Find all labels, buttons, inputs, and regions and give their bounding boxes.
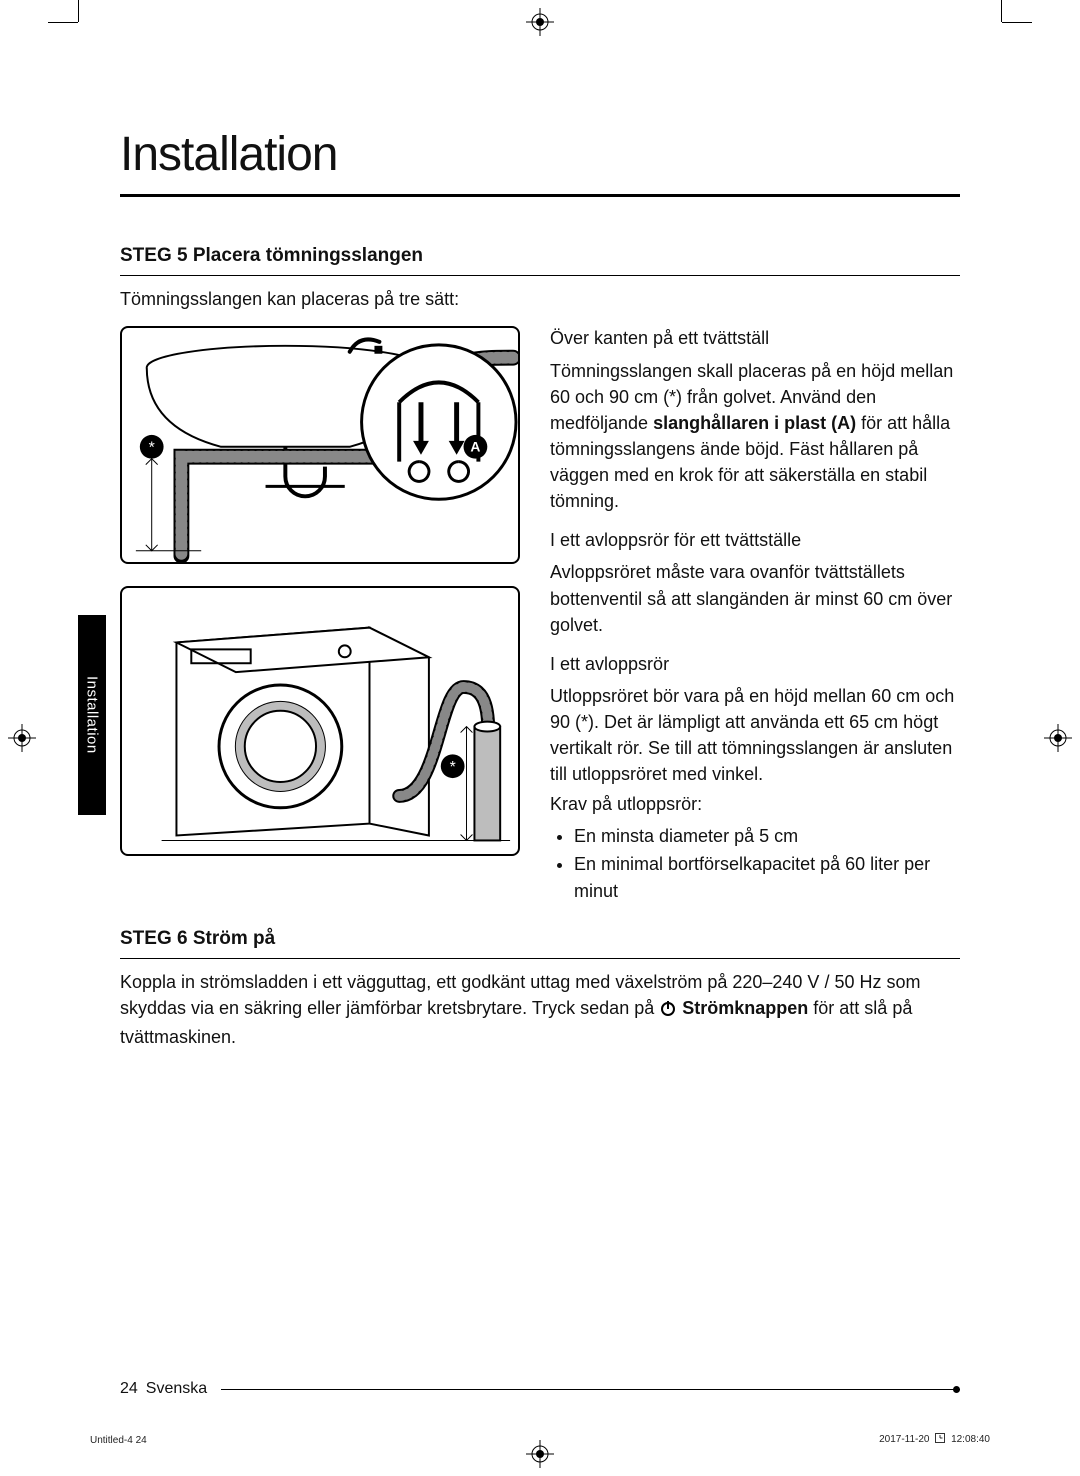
imprint-date: 2017-11-20 [879,1434,929,1445]
svg-text:A: A [470,439,480,455]
step5-opt2-heading: I ett avloppsrör för ett tvättställe [550,528,960,553]
step5-columns: A * [120,326,960,905]
crop-mark [48,22,78,23]
crop-mark [78,0,79,22]
hose-guide-label: slanghållaren i plast (A) [653,413,856,433]
step5-label: STEG 5 [120,245,188,266]
step5-intro: Tömningsslangen kan placeras på tre sätt… [120,286,960,312]
title-rule [120,194,960,197]
illustration-sink: A * [120,326,520,564]
imprint-time: 12:08:40 [951,1434,990,1445]
step5-opt3-body: Utloppsröret bör vara på en höjd mellan … [550,683,960,787]
imprint-timestamp: 2017-11-20 12:08:40 [879,1433,990,1446]
step5-title: Placera tömningsslangen [188,245,423,266]
page-title: Installation [120,130,960,180]
step5-opt2-body: Avloppsröret måste vara ovanför tvättstä… [550,559,960,637]
step6-body: Koppla in strömsladden i ett vägguttag, … [120,969,960,1050]
step5-opt3-heading: I ett avloppsrör [550,652,960,677]
step5-rule [120,275,960,276]
step5-text: Över kanten på ett tvättställ Tömningssl… [550,326,960,905]
crop-mark [1001,0,1002,22]
registration-mark-icon [1044,724,1072,752]
step6-heading: STEG 6 Ström på [120,928,960,950]
step6-title: Ström på [188,928,276,949]
step5-req-heading: Krav på utloppsrör: [550,791,960,817]
step5-heading: STEG 5 Placera tömningsslangen [120,245,960,267]
page-root: Installation Installation STEG 5 Placera… [0,0,1080,1476]
registration-mark-icon [8,724,36,752]
registration-mark-icon [526,8,554,36]
illustration-washer: * [120,586,520,856]
list-item: En minimal bortförselkapacitet på 60 lit… [574,851,960,903]
step5-req-list: En minsta diameter på 5 cm En minimal bo… [550,823,960,903]
list-item: En minsta diameter på 5 cm [574,823,960,849]
step6-section: STEG 6 Ström på Koppla in strömsladden i… [120,928,960,1050]
section-tab: Installation [78,615,106,815]
step6-rule [120,958,960,959]
clock-icon [935,1433,945,1446]
page-number: 24 [120,1380,138,1398]
step6-label: STEG 6 [120,928,188,949]
registration-mark-icon [526,1440,554,1468]
step5-illustrations: A * [120,326,520,878]
page-language: Svenska [146,1380,207,1398]
power-icon [659,998,677,1024]
imprint-filename: Untitled-4 24 [90,1435,147,1446]
page-footer: 24 Svenska [120,1380,960,1398]
step5-opt1-heading: Över kanten på ett tvättställ [550,326,960,351]
step5-opt1-body: Tömningsslangen skall placeras på en höj… [550,358,960,515]
footer-rule [221,1389,960,1390]
svg-text:*: * [149,440,155,457]
power-button-label: Strömknappen [682,998,808,1018]
svg-text:*: * [450,760,456,777]
crop-mark [1002,22,1032,23]
